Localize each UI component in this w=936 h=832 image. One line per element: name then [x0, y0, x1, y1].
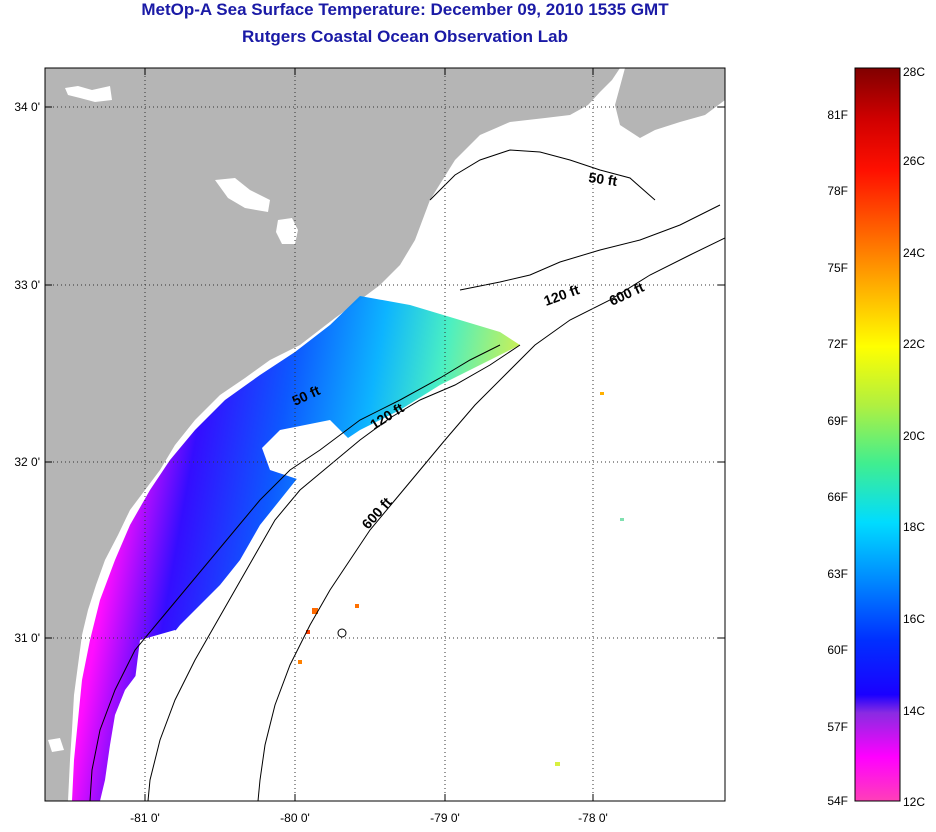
- temperature-colorbar: [854, 67, 901, 802]
- colorbar-f-75: 75F: [827, 261, 848, 275]
- lon-label-81: -81 0': [130, 811, 160, 825]
- lon-label-78: -78 0': [578, 811, 608, 825]
- colorbar-f-81: 81F: [827, 108, 848, 122]
- colorbar-c-28: 28C: [903, 65, 925, 79]
- sst-data-band: [72, 296, 520, 801]
- contour-label-50ft-north: 50 ft: [588, 169, 619, 189]
- colorbar-f-78: 78F: [827, 184, 848, 198]
- colorbar-c-20: 20C: [903, 429, 925, 443]
- colorbar-c-24: 24C: [903, 246, 925, 260]
- map-title: MetOp-A Sea Surface Temperature: Decembe…: [141, 0, 669, 19]
- colorbar-f-66: 66F: [827, 490, 848, 504]
- colorbar-f-57: 57F: [827, 720, 848, 734]
- colorbar-f-69: 69F: [827, 414, 848, 428]
- colorbar-f-54: 54F: [827, 794, 848, 808]
- contour-120ft: [147, 204, 721, 801]
- lat-label-33: 33 0': [14, 278, 40, 292]
- colorbar-c-12: 12C: [903, 795, 925, 809]
- land-outer-banks: [615, 68, 725, 138]
- axis-ticks: [45, 68, 725, 801]
- contour-600ft: [257, 237, 725, 801]
- map-subtitle: Rutgers Coastal Ocean Observation Lab: [242, 27, 568, 46]
- contour-50ft: [89, 149, 656, 801]
- scattered-warm-pixels: [298, 392, 624, 766]
- colorbar-f-63: 63F: [827, 567, 848, 581]
- inland-lakes: [48, 86, 298, 752]
- colorbar-c-18: 18C: [903, 520, 925, 534]
- lat-label-31: 31 0': [14, 631, 40, 645]
- colorbar-c-22: 22C: [903, 337, 925, 351]
- colorbar-c-14: 14C: [903, 704, 925, 718]
- lon-label-79: -79 0': [430, 811, 460, 825]
- land-mass: [45, 68, 620, 801]
- lon-label-80: -80 0': [280, 811, 310, 825]
- graticule: [45, 68, 725, 801]
- colorbar-c-26: 26C: [903, 154, 925, 168]
- map-frame: [44, 67, 726, 802]
- lat-label-34: 34 0': [14, 100, 40, 114]
- lat-label-32: 32 0': [14, 455, 40, 469]
- colorbar-f-60: 60F: [827, 643, 848, 657]
- depth-contours: [89, 149, 725, 801]
- colorbar-f-72: 72F: [827, 337, 848, 351]
- colorbar-c-16: 16C: [903, 612, 925, 626]
